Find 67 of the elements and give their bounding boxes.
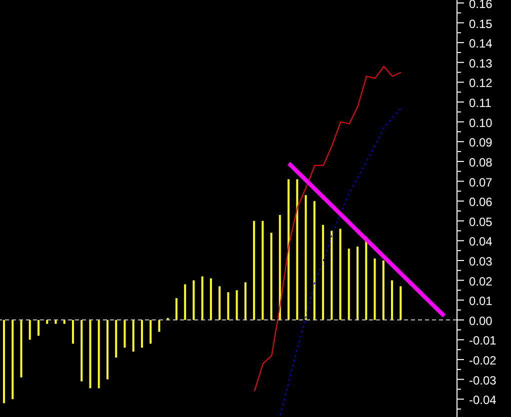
bar	[348, 248, 350, 320]
y-tick-label: 0.05	[469, 214, 493, 229]
bar	[192, 280, 195, 320]
bar	[46, 320, 48, 324]
bar	[356, 246, 359, 320]
bar	[158, 320, 160, 332]
y-tick-label: 0.13	[469, 56, 493, 70]
bar	[278, 214, 281, 320]
y-tick-label: 0.08	[469, 155, 493, 170]
bar	[313, 201, 316, 320]
bar	[115, 320, 118, 358]
y-tick-label: 0.15	[469, 16, 493, 31]
y-tick-label: 0.07	[469, 175, 493, 190]
bar	[270, 232, 272, 320]
bar	[262, 220, 264, 320]
bar	[296, 179, 298, 320]
bar	[98, 320, 100, 388]
bar	[175, 298, 178, 320]
bar	[210, 278, 212, 320]
bar	[339, 228, 342, 320]
y-tick-label: -0.03	[469, 373, 497, 388]
bar	[288, 179, 290, 320]
y-tick-label: 0.10	[469, 116, 493, 130]
bar	[365, 236, 368, 320]
bar	[400, 286, 402, 320]
y-tick-label: 0.00	[469, 314, 493, 328]
y-tick-label: 0.04	[469, 234, 493, 249]
bar	[20, 320, 22, 378]
bar	[89, 320, 92, 388]
bar	[201, 276, 204, 320]
bar	[374, 258, 376, 320]
y-tick-label: 0.12	[469, 76, 493, 90]
y-tick-label: 0.02	[469, 274, 493, 288]
y-tick-label: -0.01	[469, 334, 497, 348]
bar	[37, 320, 40, 336]
bar	[184, 284, 186, 320]
bar	[218, 286, 221, 320]
bar	[304, 195, 307, 320]
bar	[28, 320, 31, 340]
bar	[12, 320, 14, 400]
y-tick-label: 0.11	[469, 96, 492, 110]
y-tick-label: 0.06	[469, 195, 493, 210]
y-tick-label: 0.09	[469, 136, 493, 150]
bar	[244, 282, 246, 320]
bar	[3, 320, 5, 404]
bar	[63, 320, 66, 324]
bar	[72, 320, 74, 344]
line-series	[280, 107, 402, 416]
bar	[330, 230, 333, 320]
y-tick-label: -0.02	[469, 354, 497, 368]
y-tick-label: -0.04	[469, 393, 497, 408]
bar	[132, 320, 134, 352]
bar	[124, 320, 126, 348]
y-tick-label: 0.03	[469, 254, 493, 268]
y-tick-label: 0.01	[469, 294, 493, 308]
bar	[236, 290, 238, 320]
bar	[150, 320, 152, 344]
bar	[322, 224, 324, 320]
bar	[227, 292, 230, 320]
bar	[106, 320, 108, 380]
bar	[382, 260, 384, 320]
bar	[253, 220, 256, 320]
line-series	[254, 66, 402, 392]
y-tick-label: 0.14	[469, 36, 493, 51]
bar	[140, 320, 143, 348]
bar	[391, 280, 394, 320]
bar	[80, 320, 83, 382]
